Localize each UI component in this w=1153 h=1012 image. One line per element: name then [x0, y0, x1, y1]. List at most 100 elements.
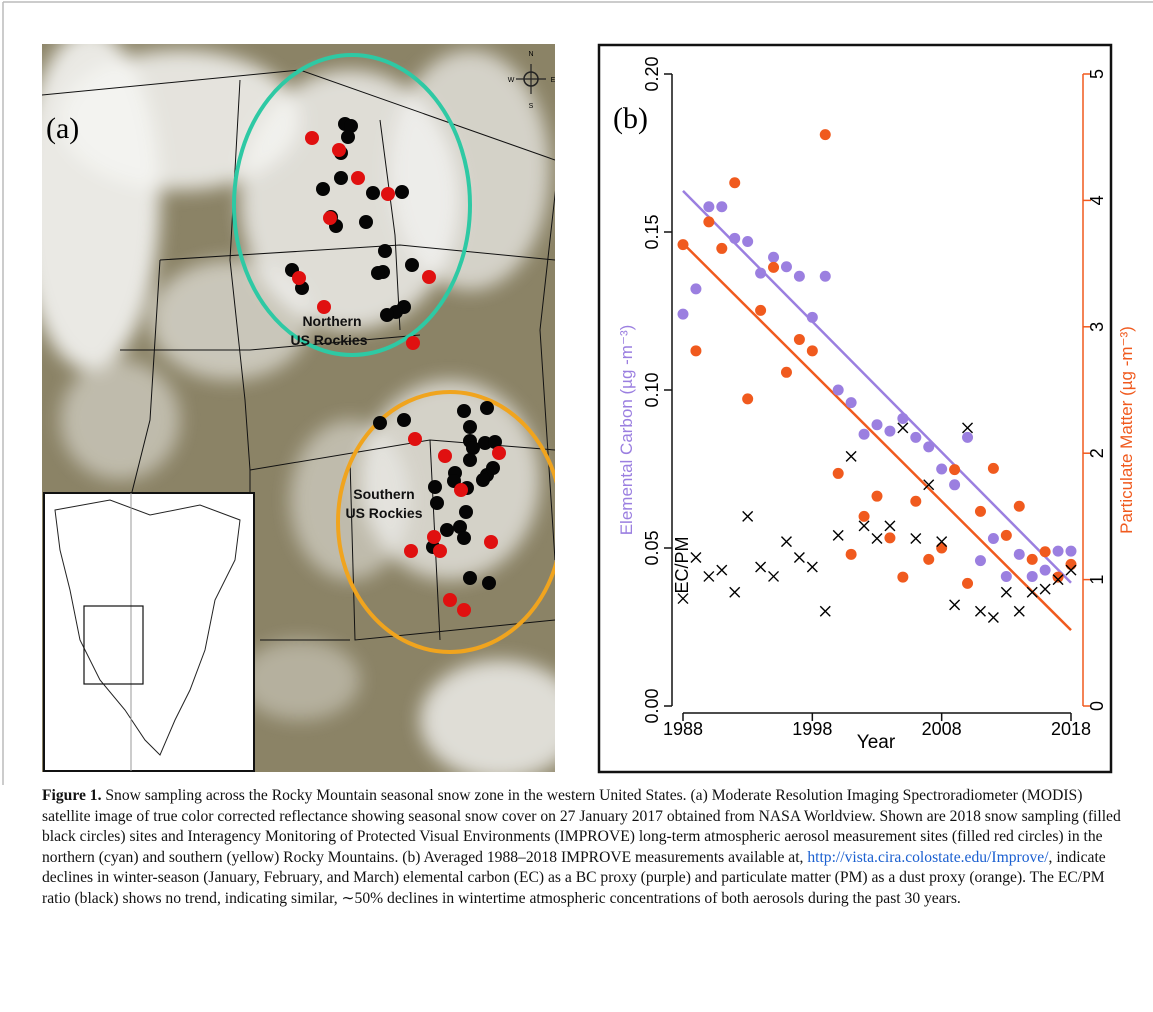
improve-site [406, 336, 420, 350]
point [1001, 571, 1012, 582]
point [962, 432, 973, 443]
compass-label: S [529, 103, 534, 110]
sampling-site [359, 215, 373, 229]
page: {"figure": { "map": {"panel_label": "(a)… [0, 0, 1153, 1012]
point [729, 177, 740, 188]
point [833, 468, 844, 479]
improve-site [427, 530, 441, 544]
point [678, 309, 689, 320]
sampling-site [373, 416, 387, 430]
point [846, 397, 857, 408]
y2-tick-label: 5 [1087, 69, 1107, 79]
sampling-site [380, 308, 394, 322]
region-label: Southern [353, 486, 414, 502]
point [820, 129, 831, 140]
caption-link[interactable]: http://vista.cira.colostate.edu/Improve/ [807, 849, 1048, 866]
panel-label: (a) [46, 112, 79, 145]
improve-site [492, 446, 506, 460]
sampling-site [371, 266, 385, 280]
point [884, 532, 895, 543]
compass-label: N [528, 51, 533, 58]
sampling-site [341, 130, 355, 144]
caption: Figure 1. Snow sampling across the Rocky… [42, 786, 1127, 909]
point [1066, 546, 1077, 557]
sampling-site [466, 441, 480, 455]
sampling-site [457, 531, 471, 545]
point [768, 262, 779, 273]
point [1040, 565, 1051, 576]
point [690, 345, 701, 356]
point [794, 271, 805, 282]
y-tick-label: 0.00 [642, 688, 662, 723]
y-tick-label: 0.05 [642, 530, 662, 565]
point [833, 385, 844, 396]
improve-site [332, 143, 346, 157]
point [1001, 530, 1012, 541]
improve-site [305, 131, 319, 145]
point [949, 464, 960, 475]
point [910, 432, 921, 443]
sampling-site [463, 420, 477, 434]
sampling-site [366, 186, 380, 200]
point [1027, 554, 1038, 565]
sampling-site [476, 473, 490, 487]
point [1014, 501, 1025, 512]
improve-site [292, 271, 306, 285]
region-label: US Rockies [290, 332, 367, 348]
x-tick-label: 2018 [1051, 719, 1091, 739]
x-axis-label: Year [857, 732, 896, 753]
point [1027, 571, 1038, 582]
improve-site [422, 270, 436, 284]
improve-site [381, 187, 395, 201]
sampling-site [397, 413, 411, 427]
compass-label: W [508, 77, 515, 84]
improve-site [433, 544, 447, 558]
region-label: Northern [302, 313, 361, 329]
sampling-site [463, 571, 477, 585]
sampling-site [405, 258, 419, 272]
y2-tick-label: 2 [1087, 448, 1107, 458]
chart-frame [599, 45, 1111, 772]
panel-label: (b) [613, 102, 648, 135]
point [716, 243, 727, 254]
sampling-site [463, 453, 477, 467]
sampling-site [428, 480, 442, 494]
point [1053, 572, 1064, 583]
sampling-site [430, 496, 444, 510]
point [703, 216, 714, 227]
point [820, 271, 831, 282]
point [755, 305, 766, 316]
point [962, 578, 973, 589]
figure: N E S W (a) Northern US Rockies Southern… [0, 0, 1153, 785]
point [975, 555, 986, 566]
point [1040, 546, 1051, 557]
sampling-site [440, 523, 454, 537]
improve-site [443, 593, 457, 607]
point [755, 268, 766, 279]
point [923, 554, 934, 565]
point [716, 201, 727, 212]
point [678, 239, 689, 250]
point [949, 479, 960, 490]
point [781, 367, 792, 378]
x-tick-label: 1988 [663, 719, 703, 739]
y2-tick-label: 3 [1087, 322, 1107, 332]
point [936, 543, 947, 554]
point [807, 312, 818, 323]
point [1066, 559, 1077, 570]
point [936, 464, 947, 475]
y2-tick-label: 4 [1087, 195, 1107, 205]
point [807, 345, 818, 356]
caption-label: Figure 1. [42, 787, 101, 804]
y2-axis-label: Particulate Matter (µg -m⁻³) [1117, 326, 1136, 534]
point [988, 533, 999, 544]
point [872, 419, 883, 430]
sampling-site [378, 244, 392, 258]
point [742, 393, 753, 404]
sampling-site [457, 404, 471, 418]
improve-site [454, 483, 468, 497]
compass-label: E [551, 77, 556, 84]
improve-site [408, 432, 422, 446]
point [846, 549, 857, 560]
region-label: US Rockies [345, 505, 422, 521]
